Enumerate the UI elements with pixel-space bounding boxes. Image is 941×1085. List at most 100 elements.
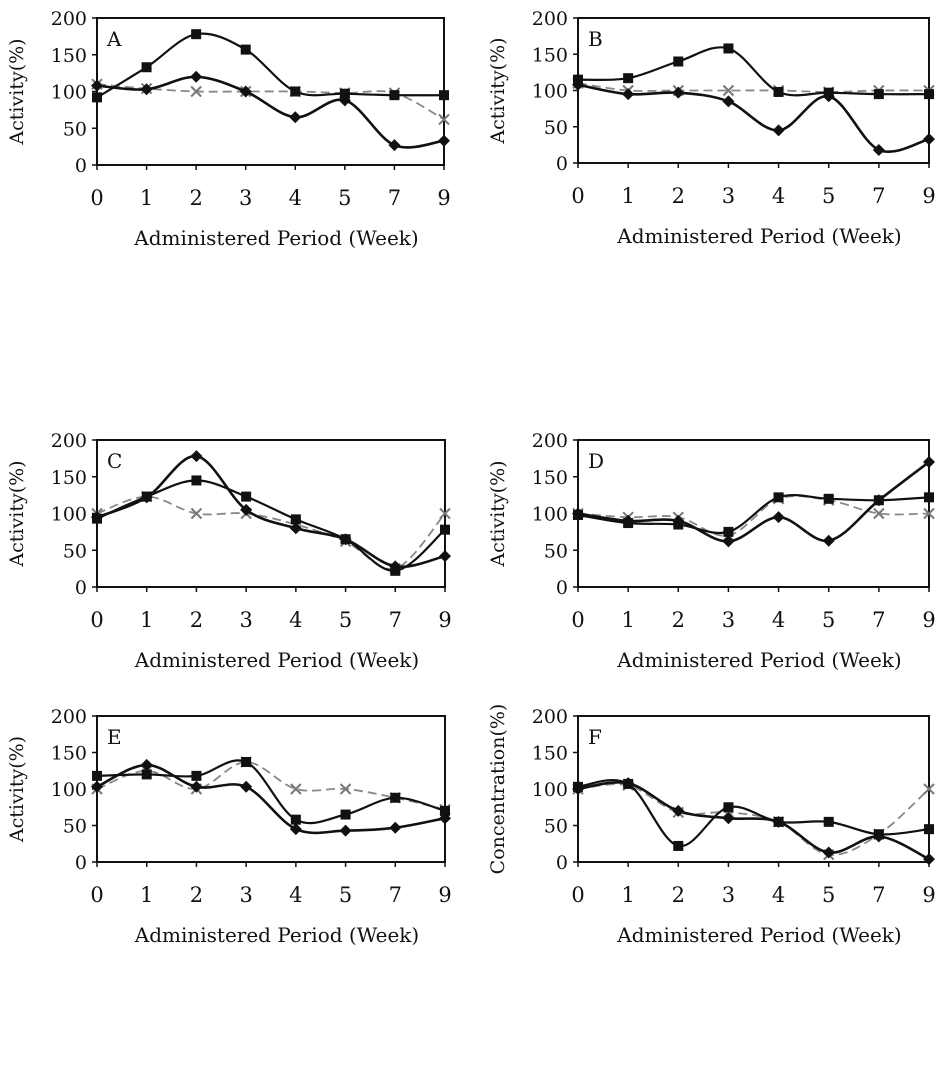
square-marker [389,90,400,101]
diamond-marker [572,783,584,795]
square-marker [440,805,450,816]
y-tick-label: 100 [532,81,568,103]
diamond-marker [872,830,885,843]
square-marker [92,92,102,103]
x-tick-label: 7 [872,883,885,907]
x-tick-label: 7 [872,608,885,632]
series-line-x [96,495,446,571]
square-marker [191,770,202,781]
diamond-marker [389,821,402,834]
chart-panel-c: 0 50 100 150 200 0 1 2 3 4 5 7 9 Administered Period … [6,430,452,672]
square-marker [339,88,350,99]
x-tick-label: 2 [672,883,685,907]
x-tick-label: 2 [672,184,685,208]
diamond-marker [91,780,103,793]
series-line-diamond [577,83,930,153]
y-tick-label: 100 [532,504,568,526]
x-tick-label: 4 [772,608,785,632]
y-tick-label: 0 [556,577,568,599]
y-axis-label: Activity(%) [6,38,28,145]
x-tick-label: 0 [90,608,103,632]
square-marker [773,86,784,97]
y-tick-label: 0 [75,155,87,177]
x-tick-label: 4 [772,184,785,208]
diamond-marker [289,111,302,124]
diamond-marker [91,511,103,524]
series-line-x [577,495,930,537]
x-tick-label: 9 [437,186,450,210]
x-tick-label: 4 [772,883,785,907]
square-marker [924,89,934,100]
square-marker [141,769,152,780]
x-tick-label: 9 [438,608,451,632]
x-tick-label: 7 [389,608,402,632]
x-tick-label: 4 [289,883,302,907]
x-axis-label: Administered Period (Week) [616,923,901,947]
x-axis-label: Administered Period (Week) [134,648,419,672]
x-tick-label: 0 [90,883,103,907]
square-marker [390,792,401,803]
x-tick-label: 7 [872,184,885,208]
diamond-marker [190,450,203,463]
x-axis-label: Administered Period (Week) [616,648,901,672]
x-tick-label: 3 [722,608,735,632]
x-tick-label: 3 [239,883,252,907]
y-tick-label: 0 [75,852,87,874]
y-axis-label: Activity(%) [6,736,28,843]
y-tick-label: 100 [532,779,568,801]
square-marker [191,475,202,486]
diamond-marker [772,124,785,137]
diamond-marker [722,535,735,548]
square-marker [241,756,252,767]
square-marker [623,73,634,84]
square-marker [723,526,734,537]
y-tick-label: 150 [51,743,87,765]
diamond-marker [572,507,584,520]
series-line-square [577,779,930,848]
x-tick-label: 9 [438,883,451,907]
x-tick-label: 0 [571,608,584,632]
diamond-marker [91,79,103,92]
x-tick-label: 0 [90,186,103,210]
y-tick-label: 150 [51,45,87,67]
square-marker [723,43,734,54]
panel-label: C [107,449,122,473]
x-tick-label: 5 [822,883,835,907]
y-tick-label: 200 [532,706,568,728]
chart-panel-b: 0 50 100 150 200 0 1 2 3 4 5 7 9 Administered Period … [487,8,936,248]
x-axis-label: Administered Period (Week) [134,923,419,947]
x-tick-label: 5 [339,608,352,632]
x-marker [339,783,352,795]
diamond-marker [772,511,785,524]
square-marker [723,802,734,813]
y-tick-label: 200 [532,430,568,452]
diamond-marker [872,143,885,156]
x-tick-label: 4 [289,608,302,632]
diamond-marker [672,804,685,817]
diamond-marker [240,503,253,516]
diamond-marker [190,780,203,793]
x-tick-label: 7 [389,883,402,907]
diamond-marker [722,95,735,108]
x-tick-label: 2 [672,608,685,632]
diamond-marker [239,85,252,98]
x-tick-label: 2 [190,608,203,632]
x-tick-label: 9 [922,608,935,632]
y-tick-label: 0 [556,153,568,175]
y-tick-label: 150 [51,467,87,489]
chart-panel-f: 0 50 100 150 200 0 1 2 3 4 5 7 9 Administered Period … [487,704,936,947]
square-marker [92,770,102,781]
y-tick-label: 200 [51,706,87,728]
y-tick-label: 50 [544,117,568,139]
panel-label: D [588,449,604,473]
y-tick-label: 150 [532,743,568,765]
chart-panel-e: 0 50 100 150 200 0 1 2 3 4 5 7 9 Administered Period … [6,706,452,947]
x-tick-label: 3 [239,186,252,210]
series-line-square [96,759,446,825]
diamond-marker [822,534,835,547]
panel-label: E [107,725,122,749]
square-marker [141,62,152,73]
square-marker [773,492,784,503]
x-tick-label: 2 [189,186,202,210]
panel-label: F [588,725,602,749]
